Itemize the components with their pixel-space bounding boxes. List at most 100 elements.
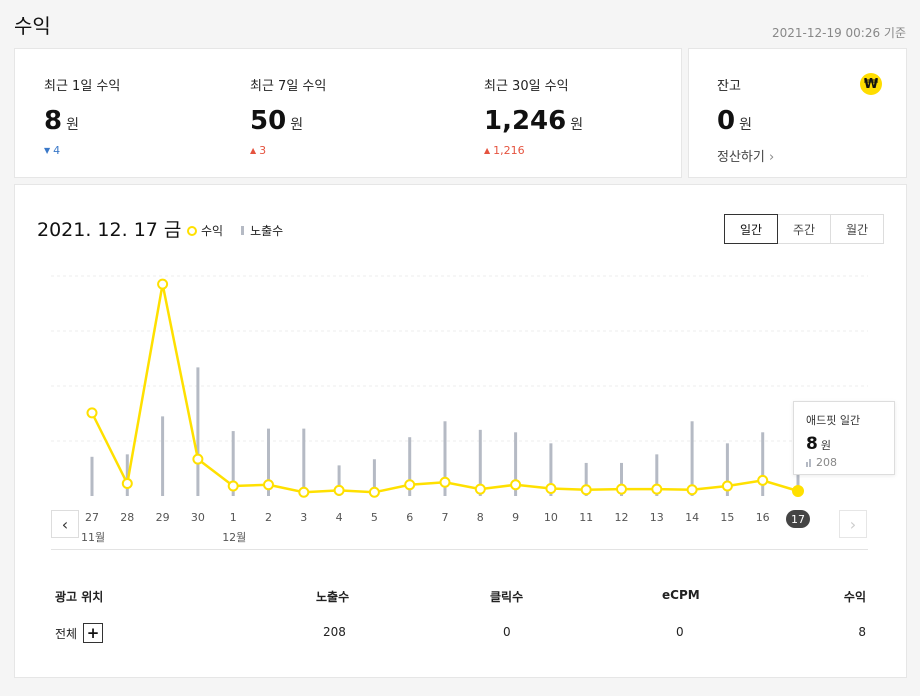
x-tick-label[interactable]: 4 (335, 511, 343, 524)
x-tick-label[interactable]: 27 (85, 511, 99, 524)
triangle-up-icon: ▲ (250, 146, 257, 155)
impressions-bar (372, 459, 376, 496)
impressions-bar (267, 428, 270, 496)
x-tick-label[interactable]: 13 (649, 511, 664, 524)
x-tick-label[interactable]: 29 (155, 511, 170, 524)
chart-tooltip: 애드핏 일간 8 원 208 (793, 401, 895, 475)
x-tick-label[interactable]: 16 (755, 511, 770, 524)
axis-divider (51, 549, 868, 550)
expand-plus-button[interactable]: + (83, 623, 103, 643)
stat-label: 최근 1일 수익 (44, 79, 121, 94)
month-label: 12월 (222, 531, 247, 544)
chart-legend: 수익 노출수 (187, 222, 283, 239)
revenue-point[interactable] (192, 453, 204, 465)
table-cell-position: 전체 (55, 627, 78, 641)
stat-7day: 최근 7일 수익 50 원 ▲ 3 (250, 75, 326, 157)
revenue-point[interactable] (263, 479, 274, 491)
basis-timestamp: 2021-12-19 00:26 기준 (771, 26, 906, 40)
x-tick-label[interactable]: 3 (300, 511, 308, 524)
next-period-button[interactable]: › (839, 510, 867, 538)
settle-link[interactable]: 정산하기 › (717, 150, 775, 165)
stat-value: 1,246 (484, 106, 567, 136)
impressions-bar (90, 456, 94, 496)
revenue-point[interactable] (792, 485, 804, 497)
impressions-bar (196, 367, 200, 496)
chevron-right-icon: › (768, 150, 775, 165)
table-cell-ecpm: 0 (676, 625, 684, 639)
revenue-point[interactable] (333, 484, 345, 496)
impressions-bar (584, 462, 588, 496)
revenue-point[interactable] (686, 484, 698, 496)
stat-label: 최근 30일 수익 (484, 79, 569, 94)
x-tick-label[interactable]: 17 (786, 510, 810, 528)
revenue-point[interactable] (721, 480, 733, 492)
x-tick-label[interactable]: 5 (370, 511, 378, 524)
tooltip-unit: 원 (820, 439, 831, 452)
revenue-point[interactable] (580, 484, 592, 496)
stat-label: 최근 7일 수익 (250, 79, 327, 94)
x-tick-label[interactable]: 14 (685, 511, 700, 524)
impressions-bar (478, 429, 482, 496)
stat-value: 50 (250, 106, 287, 136)
revenue-point[interactable] (616, 483, 627, 495)
revenue-point[interactable] (227, 480, 239, 492)
impressions-bar (514, 432, 518, 496)
x-tick-label[interactable]: 2 (265, 511, 272, 524)
impressions-bar (761, 432, 765, 496)
x-tick-label[interactable]: 1 (229, 511, 237, 524)
table-header-clicks: 클릭수 (490, 590, 524, 604)
revenue-point[interactable] (651, 483, 663, 495)
impressions-bar (549, 443, 553, 496)
tooltip-title: 애드핏 일간 (806, 414, 861, 427)
x-tick-label[interactable]: 15 (720, 511, 735, 524)
x-tick-label[interactable]: 11 (579, 511, 594, 524)
impressions-bar (161, 416, 165, 496)
tab-monthly[interactable]: 월간 (830, 214, 884, 244)
chart-date: 2021. 12. 17 금 (37, 219, 182, 241)
table-cell-clicks: 0 (503, 625, 511, 639)
stat-30day: 최근 30일 수익 1,246 원 ▲ 1,216 (484, 75, 583, 157)
impressions-bar (725, 443, 729, 496)
revenue-point[interactable] (510, 479, 522, 491)
x-tick-label[interactable]: 7 (441, 511, 449, 524)
table-cell-revenue: 8 (858, 625, 866, 639)
prev-period-button[interactable]: ‹ (51, 510, 79, 538)
balance-card: 잔고 0 원 정산하기 › ₩ (688, 48, 907, 178)
revenue-point[interactable] (368, 486, 380, 498)
triangle-up-icon: ▲ (484, 146, 491, 155)
impressions-bar (302, 428, 306, 496)
stat-change: ▼ 4 (44, 144, 61, 157)
revenue-point[interactable] (439, 476, 451, 488)
chart-plot (51, 275, 868, 498)
tooltip-value: 8 (806, 434, 818, 454)
revenue-point[interactable] (474, 483, 486, 495)
x-tick-label[interactable]: 9 (512, 511, 520, 524)
revenue-point[interactable] (404, 479, 416, 491)
tab-daily[interactable]: 일간 (724, 214, 778, 244)
x-tick-label[interactable]: 12 (614, 511, 629, 524)
impressions-bar (125, 454, 129, 496)
revenue-point[interactable] (86, 407, 98, 419)
legend-revenue-marker (187, 225, 197, 236)
x-tick-label[interactable]: 10 (543, 511, 558, 524)
x-tick-label[interactable]: 30 (190, 511, 205, 524)
revenue-point[interactable] (157, 278, 169, 290)
impressions-bar (231, 431, 235, 496)
stat-change: ▲ 3 (250, 144, 267, 157)
revenue-point[interactable] (757, 474, 769, 486)
page-title: 수익 (14, 14, 51, 38)
stats-card: 최근 1일 수익 8 원 ▼ 4 최근 7일 수익 50 원 ▲ 3 최근 30… (14, 48, 682, 178)
revenue-point[interactable] (121, 478, 133, 489)
won-coin-icon: ₩ (860, 73, 882, 95)
x-tick-label[interactable]: 6 (406, 511, 414, 524)
x-tick-label[interactable]: 8 (476, 511, 484, 524)
revenue-point[interactable] (545, 483, 557, 494)
impressions-bar (337, 465, 341, 496)
balance-label: 잔고 (717, 79, 741, 94)
period-tabs: 일간 주간 월간 (724, 214, 884, 244)
legend-revenue-label: 수익 (201, 224, 224, 238)
impressions-bar (655, 454, 659, 496)
x-tick-label[interactable]: 28 (120, 511, 135, 524)
legend-impressions-marker (241, 226, 245, 235)
revenue-point[interactable] (298, 486, 310, 498)
